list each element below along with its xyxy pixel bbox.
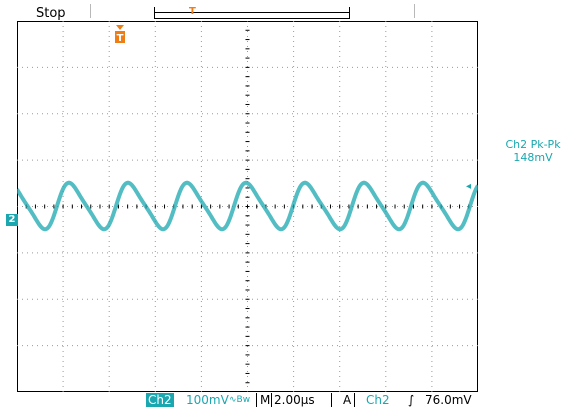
record-view-line [154,12,349,13]
timebase-prefix: M [260,393,271,407]
oscilloscope-graticule [17,21,478,392]
readout-divider [271,393,272,407]
trigger-level-arrow-icon[interactable]: ◂ [466,181,472,192]
channel2-ground-marker[interactable]: 2 [6,214,18,226]
channel2-waveform [17,180,478,232]
readout-divider [256,393,257,407]
timebase-value: 2.00µs [274,393,315,407]
status-divider [90,4,91,18]
acquisition-status: Stop [36,6,66,21]
readout-divider [331,393,332,407]
trigger-source: Ch2 [366,393,390,407]
status-divider [414,4,415,18]
bottom-readout-bar: Ch2 100mV ∿Bw M 2.00µs A Ch2 ∫ 76.0mV [0,392,575,408]
trigger-level-value: 76.0mV [425,393,472,407]
measurement-name: Ch2 Pk-Pk [505,138,561,151]
svg-text:T: T [117,33,124,44]
record-bracket [154,7,350,19]
bandwidth-limit-icon: ∿Bw [229,395,251,405]
record-trigger-icon: T [189,6,196,17]
measurement-value: 148mV [513,151,553,164]
trigger-position-icon[interactable]: T [114,25,126,45]
channel2-label[interactable]: Ch2 [146,393,174,407]
trigger-slope-icon: ∫ [408,393,415,407]
trigger-source-prefix: A [343,393,352,407]
volts-per-div: 100mV [186,393,229,407]
readout-divider [354,393,355,407]
measurement-readout: Ch2 Pk-Pk 148mV [493,138,573,164]
